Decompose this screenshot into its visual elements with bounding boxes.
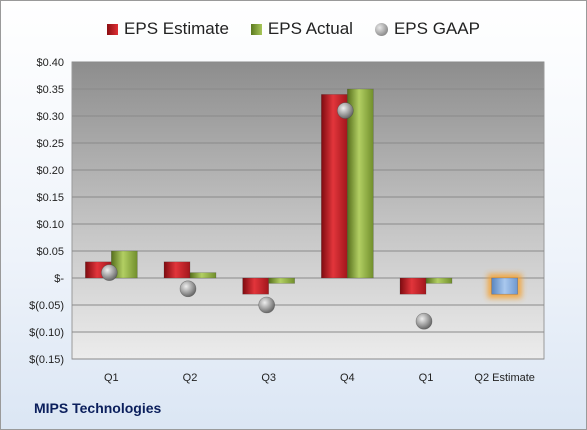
legend: EPS Estimate EPS Actual EPS GAAP <box>0 16 587 42</box>
bar-eps-actual <box>425 277 453 284</box>
legend-item-actual: EPS Actual <box>250 19 353 39</box>
y-axis-ticks: $0.40 $0.35 $0.30 $0.25 $0.20 $0.15 $0.10 $0.05… <box>29 57 64 366</box>
marker-eps-gaap <box>179 280 197 298</box>
bar-eps-estimate <box>163 261 191 279</box>
bar-eps-actual <box>268 277 295 284</box>
y-tick-label: $0.05 <box>36 246 64 258</box>
bar-eps-estimate <box>242 277 269 295</box>
bar-eps-actual <box>189 272 217 279</box>
marker-eps-gaap <box>258 296 275 314</box>
marker-eps-gaap <box>415 312 433 330</box>
marker-eps-gaap <box>101 264 118 281</box>
y-tick-label: $0.35 <box>36 84 64 96</box>
legend-label-estimate: EPS Estimate <box>124 19 229 38</box>
bar-q2-estimate <box>491 277 518 295</box>
legend-item-gaap: EPS GAAP <box>374 19 480 39</box>
x-tick-label: Q4 <box>340 372 355 384</box>
plot-area <box>71 61 545 360</box>
legend-swatch-actual <box>250 23 262 35</box>
legend-label-gaap: EPS GAAP <box>393 19 480 38</box>
y-tick-label: $- <box>54 273 64 285</box>
legend-swatch-gaap <box>374 22 388 36</box>
y-tick-label: $0.30 <box>36 111 64 123</box>
x-tick-label: Q1 <box>419 372 434 384</box>
legend-item-estimate: EPS Estimate <box>107 19 229 39</box>
y-tick-label: $(0.05) <box>29 300 64 312</box>
y-tick-label: $0.20 <box>36 165 64 177</box>
company-name: MIPS Technologies <box>34 400 162 416</box>
legend-swatch-estimate <box>107 23 119 35</box>
marker-eps-gaap <box>337 102 354 119</box>
x-axis-ticks: Q1 Q2 Q3 Q4 Q1 Q2 Estimate <box>104 372 535 384</box>
y-tick-label: $0.40 <box>36 57 64 69</box>
y-tick-label: $0.15 <box>36 192 64 204</box>
legend-label-actual: EPS Actual <box>267 19 353 38</box>
y-tick-label: $0.10 <box>36 219 64 231</box>
gaap-markers <box>101 102 433 330</box>
x-tick-label: Q2 <box>183 372 198 384</box>
bar-eps-estimate <box>321 94 348 279</box>
y-tick-label: $(0.15) <box>29 354 64 366</box>
x-tick-label: Q2 Estimate <box>474 372 535 384</box>
x-tick-label: Q3 <box>261 372 276 384</box>
y-tick-label: $(0.10) <box>29 327 64 339</box>
x-tick-label: Q1 <box>104 372 119 384</box>
bar-eps-estimate <box>399 277 427 295</box>
gridlines <box>72 61 544 360</box>
bar-eps-actual <box>347 88 374 279</box>
y-tick-label: $0.25 <box>36 138 64 150</box>
